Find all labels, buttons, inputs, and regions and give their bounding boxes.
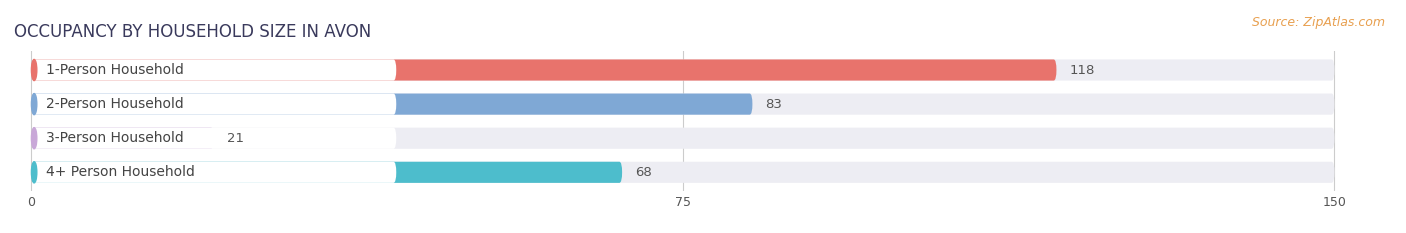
FancyBboxPatch shape: [31, 59, 396, 81]
Text: 3-Person Household: 3-Person Household: [45, 131, 183, 145]
FancyBboxPatch shape: [31, 128, 396, 149]
Circle shape: [31, 59, 37, 81]
FancyBboxPatch shape: [31, 59, 1334, 81]
FancyBboxPatch shape: [31, 162, 621, 183]
FancyBboxPatch shape: [31, 128, 1334, 149]
FancyBboxPatch shape: [31, 128, 214, 149]
Circle shape: [31, 93, 37, 115]
FancyBboxPatch shape: [31, 59, 1056, 81]
Text: 21: 21: [226, 132, 243, 145]
FancyBboxPatch shape: [31, 162, 1334, 183]
Text: 1-Person Household: 1-Person Household: [45, 63, 183, 77]
Text: 2-Person Household: 2-Person Household: [45, 97, 183, 111]
Circle shape: [31, 128, 37, 149]
FancyBboxPatch shape: [31, 93, 396, 115]
FancyBboxPatch shape: [31, 93, 752, 115]
Circle shape: [31, 162, 37, 183]
Text: 4+ Person Household: 4+ Person Household: [45, 165, 194, 179]
FancyBboxPatch shape: [31, 162, 396, 183]
Text: Source: ZipAtlas.com: Source: ZipAtlas.com: [1251, 16, 1385, 29]
Text: 68: 68: [636, 166, 652, 179]
Text: OCCUPANCY BY HOUSEHOLD SIZE IN AVON: OCCUPANCY BY HOUSEHOLD SIZE IN AVON: [14, 23, 371, 41]
Text: 118: 118: [1070, 64, 1095, 76]
Text: 83: 83: [765, 98, 782, 111]
FancyBboxPatch shape: [31, 93, 1334, 115]
